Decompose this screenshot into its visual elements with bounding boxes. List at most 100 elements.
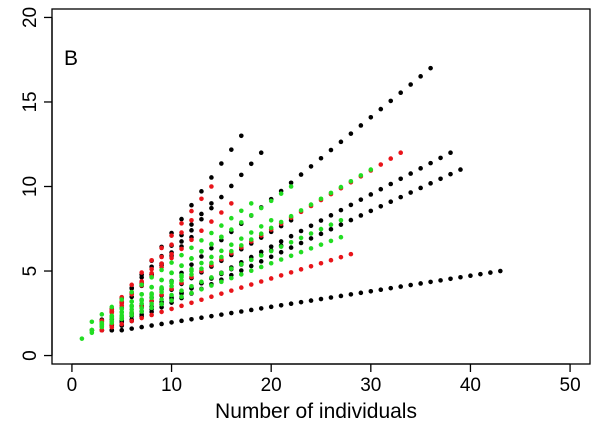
data-point (109, 304, 115, 310)
data-point (368, 115, 374, 120)
data-point (258, 253, 264, 258)
data-point (298, 208, 304, 213)
data-point (219, 291, 224, 296)
data-point (159, 289, 164, 295)
data-point (408, 282, 413, 288)
data-point (388, 181, 394, 187)
data-point (149, 301, 154, 307)
data-point (298, 235, 304, 241)
data-point (189, 316, 194, 322)
data-point (139, 315, 144, 321)
data-point (169, 270, 174, 276)
data-point (159, 297, 164, 302)
data-point (99, 321, 105, 327)
data-point (428, 160, 433, 166)
data-point (159, 245, 164, 251)
data-point (348, 202, 354, 208)
data-point (99, 312, 105, 317)
data-point (248, 230, 254, 235)
data-point (328, 226, 334, 232)
data-point (199, 216, 204, 222)
data-point (209, 294, 214, 300)
data-point (308, 223, 314, 229)
data-point (258, 249, 264, 255)
data-point (308, 263, 314, 269)
data-point (268, 198, 274, 204)
data-point (248, 161, 254, 167)
data-point (219, 223, 224, 228)
data-point (288, 233, 294, 239)
data-point (139, 292, 144, 297)
data-point (159, 254, 164, 260)
x-axis-label: Number of individuals (215, 400, 417, 423)
data-point (268, 248, 274, 254)
data-point (209, 313, 214, 319)
data-point (99, 327, 105, 333)
data-point (428, 279, 433, 285)
data-point (199, 279, 204, 285)
y-axis: 0 5 10 15 20 (20, 7, 53, 361)
data-point (298, 228, 304, 234)
data-point (199, 238, 204, 243)
data-point (418, 166, 423, 171)
data-point (119, 327, 125, 333)
data-point (219, 210, 224, 215)
x-tick-label: 20 (261, 375, 282, 396)
data-point (239, 261, 244, 267)
data-point (169, 283, 174, 289)
data-point (278, 302, 284, 308)
data-point (229, 248, 234, 254)
data-point (209, 205, 214, 211)
data-point (318, 226, 324, 232)
data-point (318, 260, 324, 266)
data-point (229, 147, 234, 152)
data-point (219, 194, 224, 200)
data-point (268, 276, 274, 281)
data-point (268, 225, 274, 231)
data-point (278, 257, 284, 262)
data-point (308, 164, 314, 169)
data-point (179, 318, 184, 324)
data-point (189, 256, 194, 261)
data-point (358, 213, 364, 218)
data-point (258, 224, 264, 229)
data-point (199, 189, 204, 194)
data-point (169, 255, 174, 261)
data-points (79, 65, 503, 341)
data-point (129, 310, 134, 315)
data-point (129, 282, 134, 288)
data-point (298, 240, 304, 246)
data-point (248, 212, 254, 218)
data-point (139, 309, 144, 314)
data-point (428, 181, 433, 186)
data-point (149, 257, 154, 263)
data-point (328, 147, 334, 153)
data-point (219, 248, 224, 254)
data-point (318, 296, 324, 302)
data-point (189, 202, 194, 208)
data-point (109, 308, 115, 314)
data-point (308, 236, 314, 241)
data-point (308, 246, 314, 251)
data-point (209, 283, 214, 288)
data-point (129, 289, 134, 295)
data-point (268, 218, 274, 223)
data-point (378, 106, 384, 112)
data-point (478, 271, 483, 277)
data-point (159, 321, 164, 327)
data-point (288, 270, 294, 275)
data-point (239, 220, 244, 225)
data-point (378, 204, 384, 209)
x-axis: 0 10 20 30 40 50 (67, 363, 581, 396)
data-point (338, 222, 344, 227)
data-point (169, 233, 174, 238)
data-point (248, 282, 254, 287)
data-point (199, 211, 204, 217)
data-point (159, 309, 164, 315)
data-point (278, 191, 284, 196)
data-point (348, 131, 354, 136)
data-point (458, 274, 463, 280)
data-point (209, 242, 214, 247)
data-point (248, 257, 254, 263)
